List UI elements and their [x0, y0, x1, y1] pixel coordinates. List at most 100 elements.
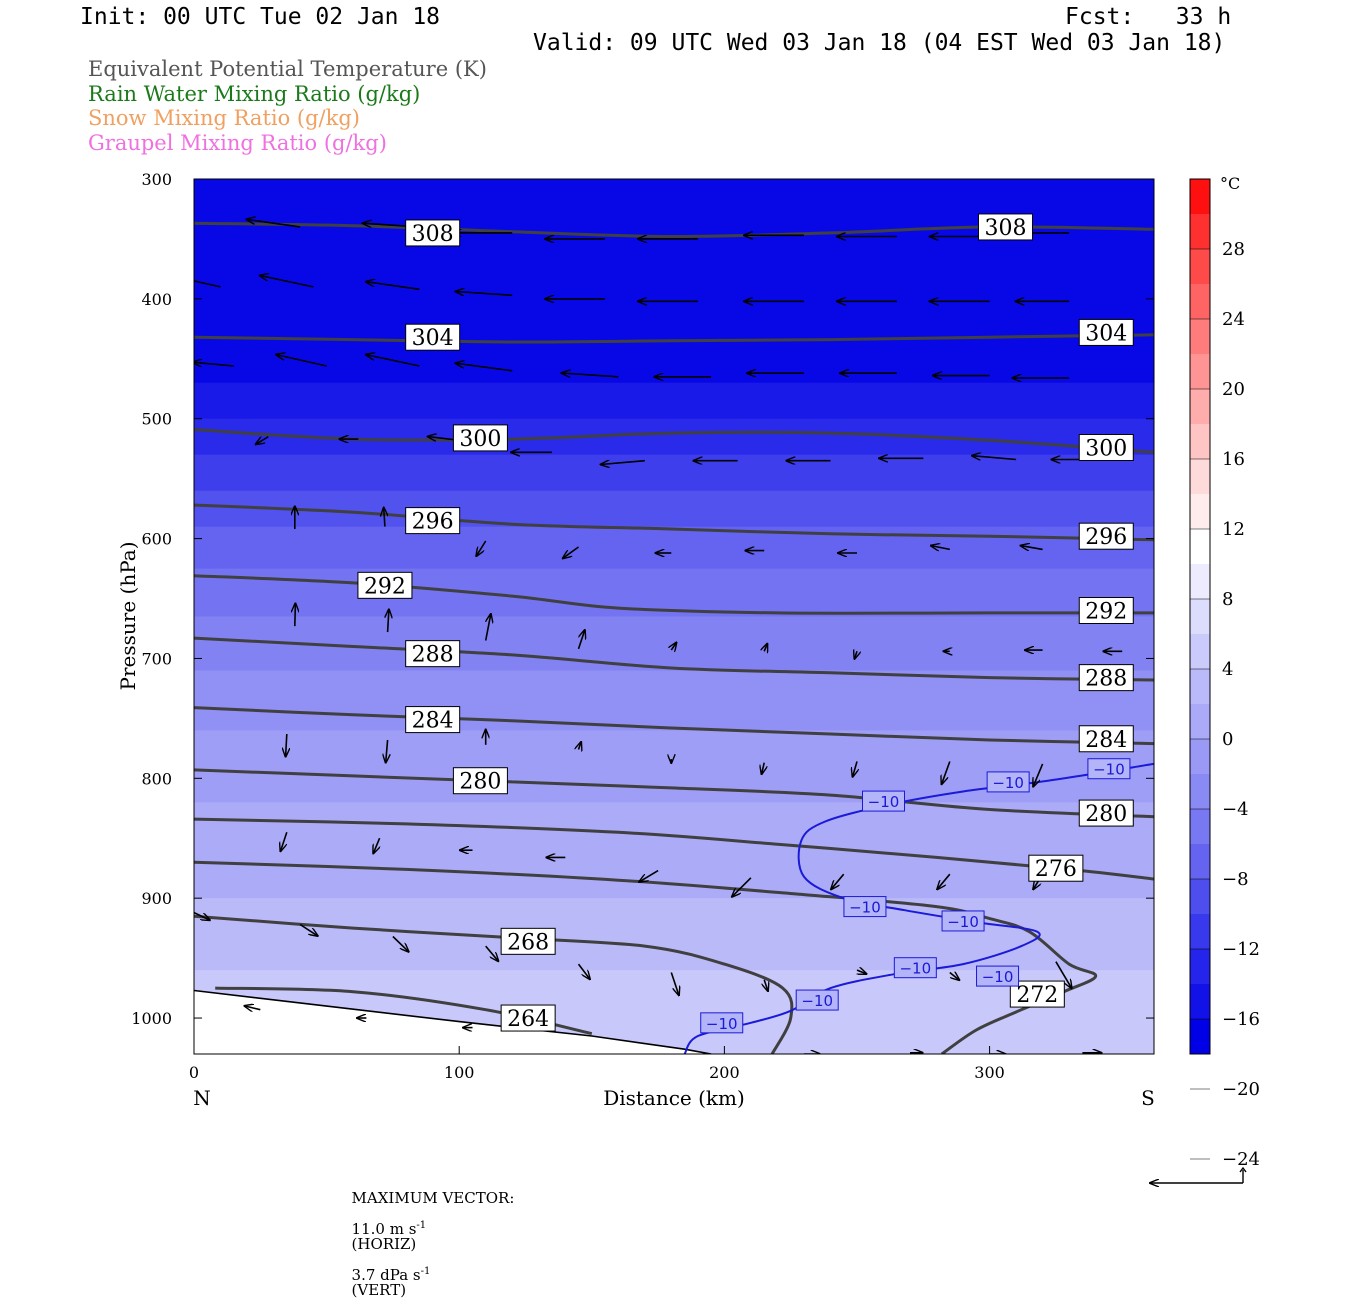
legend-theta-e: Equivalent Potential Temperature (K) [88, 57, 487, 81]
plot-frame [193, 178, 1155, 1055]
theta-e-label-box-276-0 [1028, 854, 1084, 882]
wind-vector-62 [579, 742, 582, 750]
colorbar-swatch-20 [1190, 879, 1210, 915]
colorbar-swatch-6 [1190, 389, 1210, 425]
colorbar-swatch-18 [1190, 809, 1210, 845]
wind-vector-22 [366, 355, 420, 367]
temperature-band-7 [194, 616, 1154, 671]
colorbar-swatch-11 [1190, 564, 1210, 600]
wind-vector-85 [949, 973, 960, 981]
theta-e-label-292-0: 292 [364, 574, 406, 599]
wind-vector-13 [456, 292, 513, 297]
isotherm-label-8: −10 [1093, 761, 1125, 779]
theta-e-label-296-0: 296 [412, 510, 454, 535]
isotherm-label-3: −10 [982, 968, 1014, 986]
theta-e-contour-268 [194, 914, 794, 1054]
isotherm-label-7: −10 [992, 774, 1024, 792]
wind-vector-10 [194, 280, 221, 288]
max-vector-label: MAXIMUM VECTOR: [351, 1189, 515, 1207]
wind-vector-55 [855, 651, 858, 659]
wind-vector-48 [1021, 546, 1043, 550]
colorbar-swatch-15 [1190, 704, 1210, 740]
y-tick-label-600: 600 [141, 530, 172, 549]
theta-e-label-box-308-0 [405, 219, 461, 247]
theta-e-label-box-296-1 [1078, 522, 1134, 550]
forecast-hour: Fcst: 33 h [1065, 4, 1232, 30]
theta-e-label-296-1: 296 [1085, 525, 1127, 550]
wind-vector-72 [639, 869, 659, 882]
wind-vector-68 [281, 832, 288, 851]
theta-e-contour-288 [194, 636, 1154, 682]
wind-vector-53 [671, 643, 676, 651]
wind-vector-66 [942, 761, 951, 785]
theta-e-label-308-1: 308 [984, 216, 1026, 241]
wind-vector-12 [366, 282, 420, 291]
colorbar-swatch-3 [1190, 284, 1210, 320]
y-tick-label-500: 500 [141, 410, 172, 429]
wind-vector-11 [260, 276, 314, 288]
colorbar-swatch-22 [1190, 949, 1210, 985]
theta-e-label-276-0: 276 [1035, 857, 1077, 882]
y-tick-label-800: 800 [141, 769, 172, 788]
colorbar-swatch-17 [1190, 774, 1210, 810]
y-tick-label-700: 700 [141, 649, 172, 668]
wind-vector-50 [388, 609, 389, 633]
temperature-band-4 [194, 490, 1154, 528]
theta-e-label-box-280-0 [452, 767, 508, 795]
theta-e-label-box-280-1 [1078, 799, 1134, 827]
theta-e-contour-304 [194, 333, 1154, 344]
theta-e-contour-296 [194, 503, 1154, 542]
colorbar-label-0: 28 [1222, 239, 1245, 260]
colorbar-label-4: 12 [1222, 519, 1245, 540]
x-tick-label-100: 100 [444, 1063, 475, 1082]
theta-e-label-box-300-0 [452, 424, 508, 452]
colorbar-label-11: −16 [1222, 1009, 1260, 1030]
wind-vector-77 [194, 911, 210, 921]
isotherm-label-5: −10 [947, 913, 979, 931]
wind-vector-1 [247, 219, 301, 228]
colorbar-swatch-13 [1190, 634, 1210, 670]
theta-e-label-264-0: 264 [507, 1007, 549, 1032]
isotherm-label-1: −10 [801, 992, 833, 1010]
wind-vector-81 [577, 963, 590, 979]
theta-e-label-box-292-1 [1078, 597, 1134, 625]
isotherm-label-0: −10 [706, 1015, 738, 1033]
temperature-band-3 [194, 454, 1154, 492]
theta-e-label-box-284-1 [1078, 725, 1134, 753]
wind-vector-75 [937, 873, 951, 889]
wind-vector-38 [972, 456, 1017, 460]
x-tick-label-0: 0 [189, 1063, 199, 1082]
colorbar-swatch-9 [1190, 494, 1210, 530]
wind-vector-69 [373, 837, 379, 853]
y-tick-label-400: 400 [141, 290, 172, 309]
wind-vector-87 [245, 1006, 261, 1010]
isotherm-label-box-0 [700, 1012, 744, 1034]
theta-e-label-288-0: 288 [412, 643, 454, 668]
temperature-band-8 [194, 670, 1154, 731]
isotherm-label-box-4 [843, 896, 887, 918]
isotherm-label-6: −10 [868, 793, 900, 811]
legend-graupel: Graupel Mixing Ratio (g/kg) [88, 131, 387, 155]
theta-e-label-box-292-0 [357, 571, 413, 599]
wind-vector-80 [485, 945, 499, 961]
colorbar-swatch-21 [1190, 914, 1210, 950]
colorbar-swatch-0 [1190, 179, 1210, 215]
theta-e-label-292-1: 292 [1085, 600, 1127, 625]
colorbar-swatch-5 [1190, 354, 1210, 390]
isotherm-label-box-8 [1087, 758, 1131, 780]
colorbar-label-13: −24 [1222, 1149, 1260, 1170]
theta-e-contour-280 [194, 768, 1154, 819]
colorbar-swatch-4 [1190, 319, 1210, 355]
theta-e-label-284-0: 284 [412, 709, 454, 734]
y-axis-label: Pressure (hPa) [116, 542, 140, 691]
x-tick-label-200: 200 [709, 1063, 740, 1082]
wind-vector-41 [384, 508, 385, 527]
max-horiz-tag: (HORIZ) [351, 1235, 417, 1253]
x-end-label-north: N [193, 1086, 211, 1110]
wind-vector-82 [670, 972, 679, 996]
colorbar-unit: °C [1220, 174, 1240, 193]
theta-e-label-box-288-1 [1078, 664, 1134, 692]
temperature-band-11 [194, 898, 1154, 971]
temperature-band-2 [194, 418, 1154, 456]
